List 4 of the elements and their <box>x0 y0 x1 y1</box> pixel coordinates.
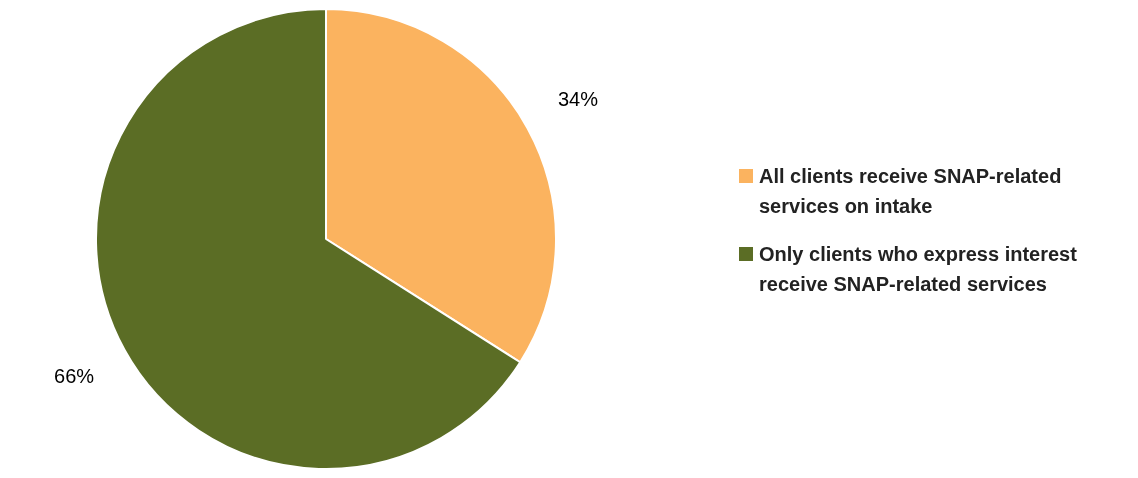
legend-label: Only clients who express interest receive SNAP-related services <box>759 242 1078 297</box>
data-label: 34% <box>557 88 599 111</box>
legend-label: All clients receive SNAP-related services on intake <box>759 164 1063 219</box>
data-label: 66% <box>54 365 95 388</box>
